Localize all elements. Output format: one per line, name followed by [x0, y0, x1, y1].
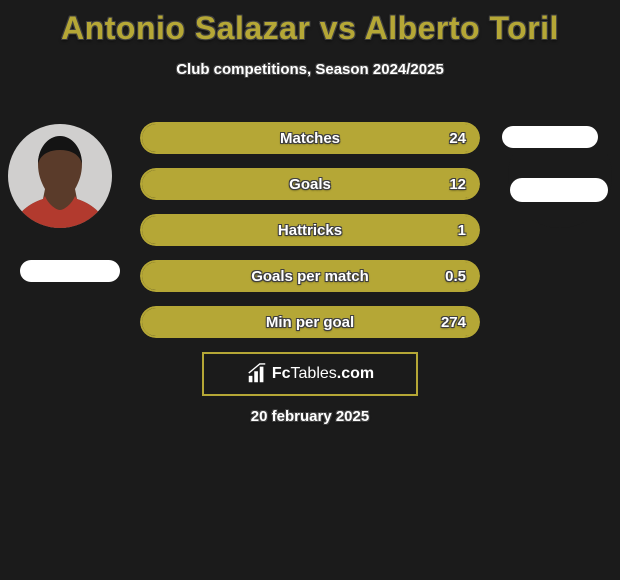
page-title: Antonio Salazar vs Alberto Toril	[0, 0, 620, 47]
player-silhouette-icon	[8, 124, 112, 228]
vs-separator: vs	[310, 10, 364, 46]
stat-row: Hattricks 1	[140, 214, 480, 246]
stat-value: 274	[441, 306, 466, 338]
player2-name: Alberto Toril	[365, 10, 559, 46]
stat-label: Goals	[140, 168, 480, 200]
club-pill-right-1	[502, 126, 598, 148]
player1-name: Antonio Salazar	[61, 10, 310, 46]
stats-bars: Matches 24 Goals 12 Hattricks 1 Goals pe…	[140, 122, 480, 352]
stat-value: 24	[449, 122, 466, 154]
brand-suffix: .com	[337, 365, 374, 382]
comparison-card: Antonio Salazar vs Alberto Toril Club co…	[0, 0, 620, 580]
stat-label: Hattricks	[140, 214, 480, 246]
stat-value: 0.5	[445, 260, 466, 292]
stat-label: Goals per match	[140, 260, 480, 292]
stat-label: Min per goal	[140, 306, 480, 338]
club-pill-right-2	[510, 178, 608, 202]
stat-row: Goals per match 0.5	[140, 260, 480, 292]
stat-row: Min per goal 274	[140, 306, 480, 338]
brand-main: Tables	[291, 365, 337, 382]
subtitle: Club competitions, Season 2024/2025	[0, 61, 620, 78]
brand-prefix: Fc	[272, 365, 291, 382]
brand-text: FcTables.com	[272, 365, 374, 383]
club-pill-left	[20, 260, 120, 282]
brand-box[interactable]: FcTables.com	[202, 352, 418, 396]
player1-avatar	[8, 124, 112, 228]
stat-value: 1	[458, 214, 466, 246]
bar-chart-icon	[246, 363, 268, 385]
stat-value: 12	[449, 168, 466, 200]
date-label: 20 february 2025	[0, 408, 620, 425]
stat-label: Matches	[140, 122, 480, 154]
stat-row: Matches 24	[140, 122, 480, 154]
stat-row: Goals 12	[140, 168, 480, 200]
